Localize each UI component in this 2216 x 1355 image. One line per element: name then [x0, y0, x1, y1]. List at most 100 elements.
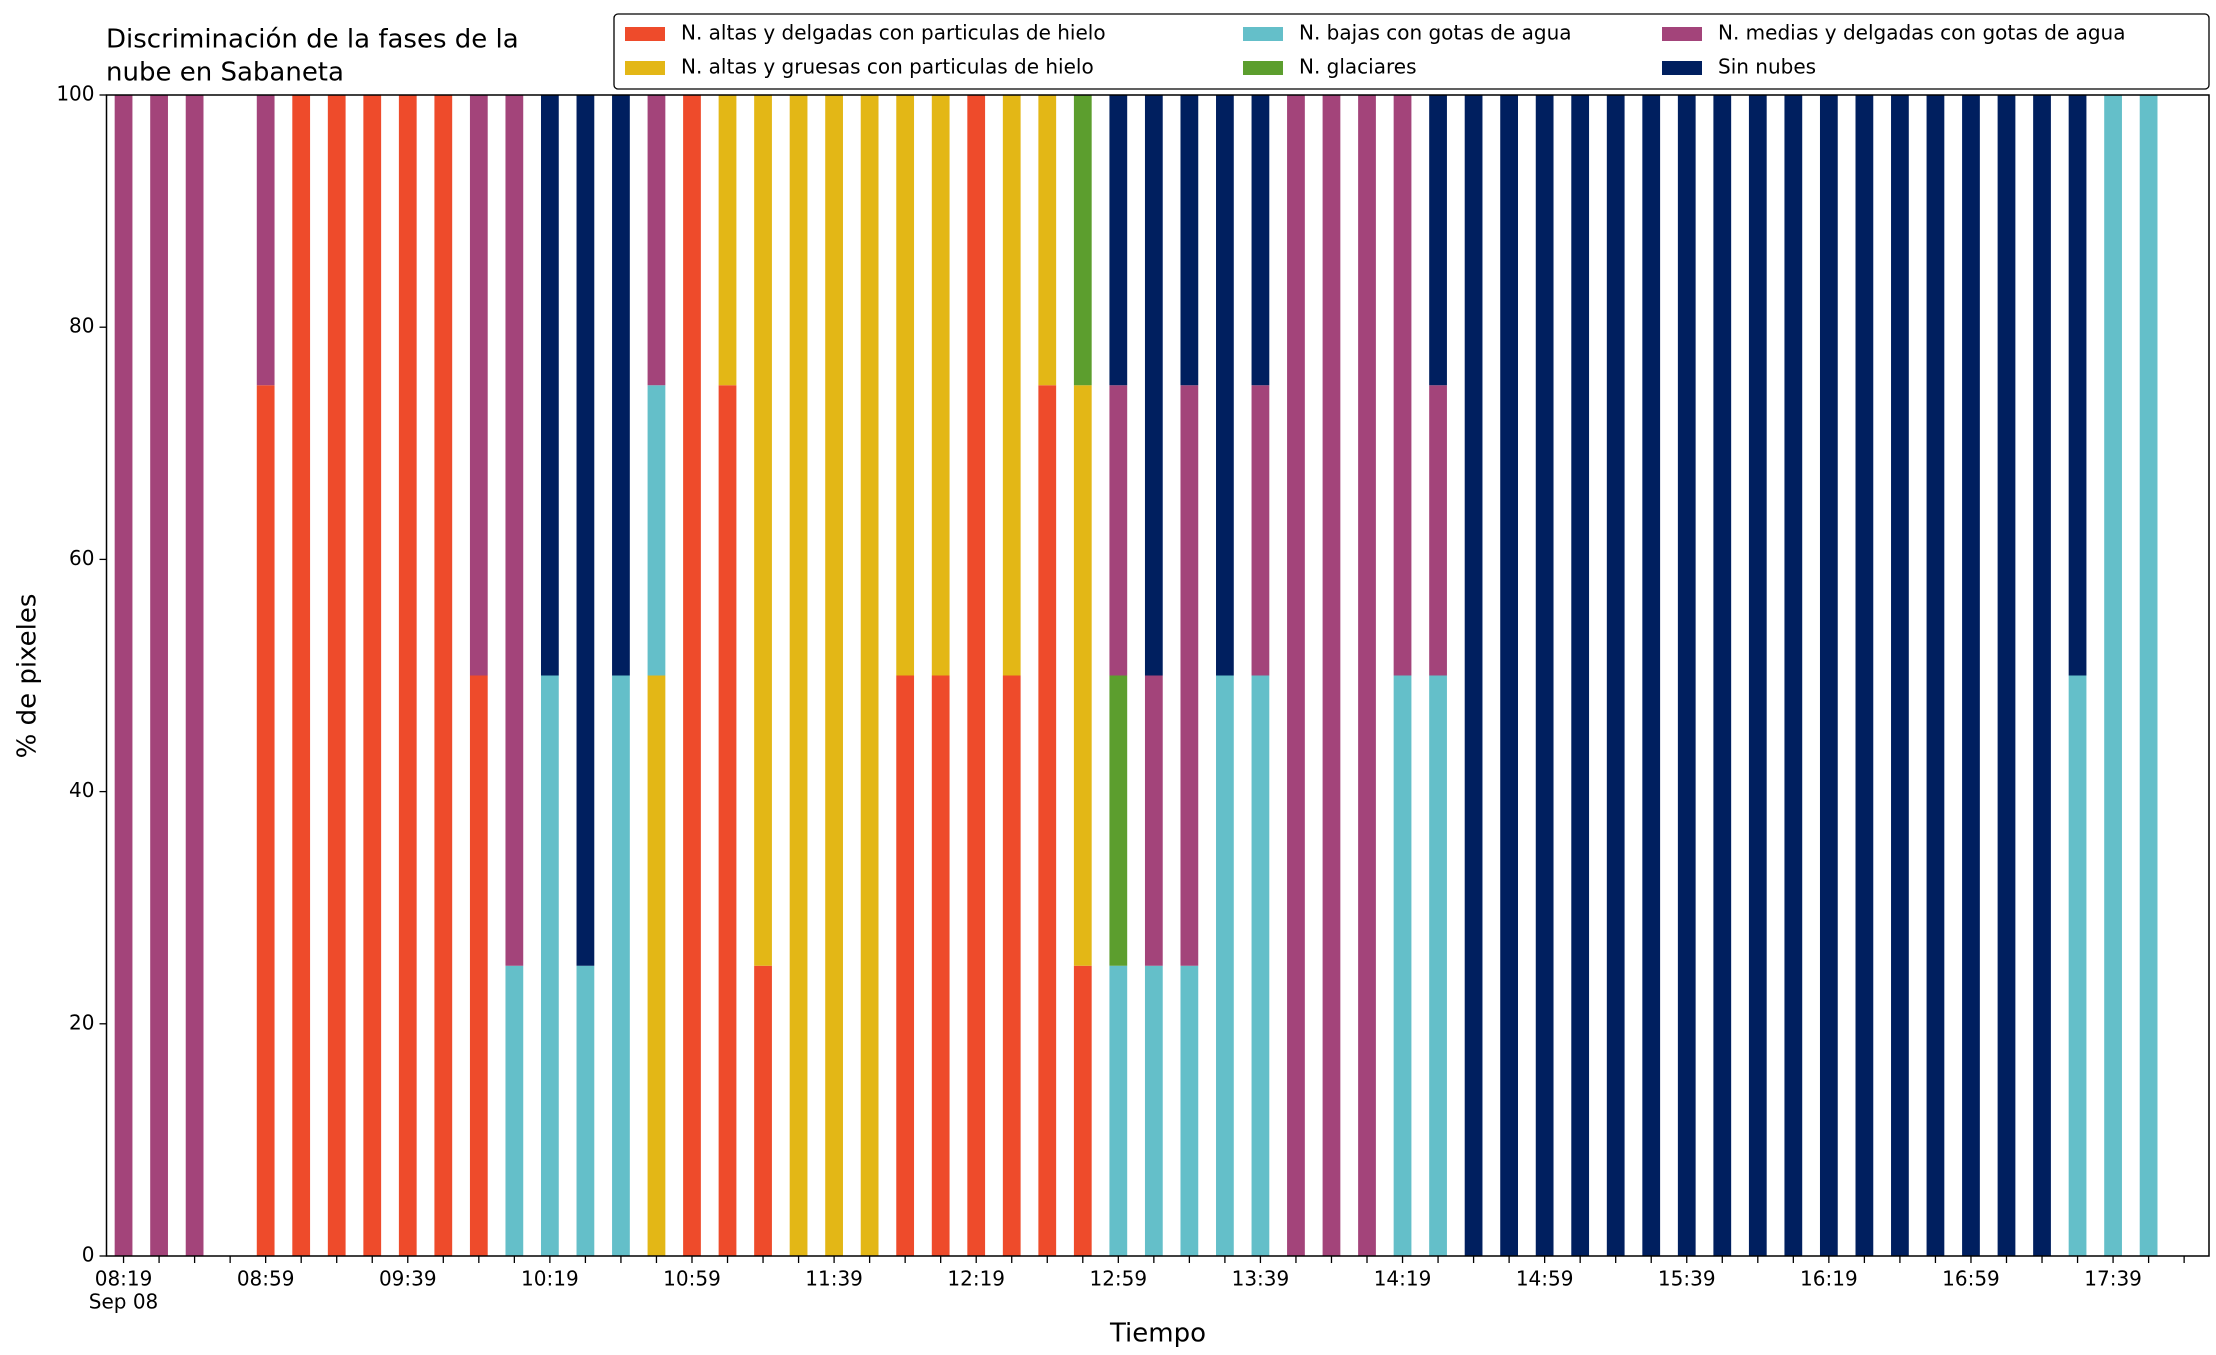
bar-segment — [931, 95, 950, 676]
bar-segment — [363, 95, 382, 1256]
bar-segment — [1144, 675, 1163, 966]
bar-segment — [1287, 95, 1305, 1256]
bar-segment — [1073, 95, 1092, 386]
plot-frame — [105, 94, 2210, 1257]
bar-segment — [1571, 95, 1590, 1256]
bar-segment — [576, 95, 595, 966]
bar-segment — [256, 385, 275, 1256]
legend-label: N. altas y delgadas con particulas de hi… — [681, 21, 1106, 45]
x-tick-label: 13:39 — [1232, 1267, 1290, 1291]
bar-segment — [1216, 95, 1234, 676]
bar-segment — [1748, 95, 1767, 1256]
y-tick-label: 60 — [69, 546, 94, 570]
bar-segment — [1038, 385, 1057, 1256]
bar-segment — [1002, 675, 1021, 1256]
bar-segment — [896, 675, 915, 1256]
bar-segment — [1144, 95, 1163, 676]
bar-segment — [505, 965, 524, 1256]
bar-segment — [469, 675, 488, 1256]
y-axis-label: % de pixeles — [13, 594, 43, 759]
x-tick-label: 11:39 — [805, 1267, 863, 1291]
bar-segment — [612, 95, 630, 676]
bar-segment — [256, 95, 275, 386]
bar-segment — [789, 95, 808, 1256]
bar-segment — [1500, 95, 1518, 1256]
bar-segment — [754, 95, 772, 966]
bar-segment — [1429, 675, 1447, 1256]
bar-segment — [718, 385, 737, 1256]
x-tick-label: 12:19 — [947, 1267, 1005, 1291]
chart-title: nube en Sabaneta — [106, 58, 344, 88]
x-sublabel: Sep 08 — [89, 1290, 159, 1314]
bar-segment — [185, 95, 204, 1256]
legend-swatch — [1662, 61, 1702, 75]
bar-segment — [647, 95, 666, 386]
bar-segment — [647, 385, 666, 676]
bar-segment — [1073, 385, 1092, 966]
y-tick-label: 0 — [82, 1243, 95, 1267]
bar-segment — [931, 675, 950, 1256]
legend-label: N. altas y gruesas con particulas de hie… — [681, 55, 1094, 79]
bar-segment — [754, 965, 772, 1256]
legend-label: Sin nubes — [1718, 55, 1816, 79]
bar-segment — [1109, 675, 1128, 966]
bar-segment — [1180, 95, 1199, 386]
bar-segment — [1926, 95, 1945, 1256]
bar-segment — [1358, 95, 1376, 1256]
bar-segment — [2033, 95, 2051, 1256]
bar-segment — [1180, 965, 1199, 1256]
bar-segment — [1322, 95, 1341, 1256]
bar-segment — [683, 95, 701, 1256]
legend-label: N. medias y delgadas con gotas de agua — [1718, 21, 2126, 45]
bar-segment — [1109, 95, 1128, 386]
x-tick-label: 14:59 — [1516, 1267, 1574, 1291]
x-tick-label: 08:19 — [95, 1267, 153, 1291]
x-tick-label: 12:59 — [1089, 1267, 1147, 1291]
bar-segment — [1962, 95, 1980, 1256]
bar-segment — [114, 95, 133, 1256]
bar-segment — [576, 965, 595, 1256]
bar-segment — [469, 95, 488, 676]
bar-segment — [1216, 675, 1234, 1256]
bar-segment — [1429, 385, 1447, 676]
legend-label: N. bajas con gotas de agua — [1299, 21, 1572, 45]
bar-segment — [718, 95, 737, 386]
bar-segment — [2068, 675, 2087, 1256]
bar-segment — [540, 95, 559, 676]
bar-segment — [505, 95, 524, 966]
bar-segment — [1393, 95, 1412, 676]
bar-segment — [1642, 95, 1661, 1256]
chart-title: Discriminación de la fases de la — [106, 25, 519, 55]
bar-segment — [1606, 95, 1625, 1256]
bar-segment — [1713, 95, 1732, 1256]
legend-box — [613, 13, 2210, 90]
y-tick-label: 40 — [69, 778, 94, 802]
x-tick-label: 08:59 — [237, 1267, 295, 1291]
x-tick-label: 09:39 — [379, 1267, 437, 1291]
x-tick-label: 10:59 — [663, 1267, 721, 1291]
bar-segment — [1073, 965, 1092, 1256]
bar-segment — [1677, 95, 1696, 1256]
legend-swatch — [1662, 27, 1702, 41]
bar-segment — [1002, 95, 1021, 676]
y-tick-label: 20 — [69, 1010, 94, 1034]
bar-segment — [1109, 385, 1128, 676]
bar-segment — [967, 95, 986, 1256]
x-tick-label: 10:19 — [521, 1267, 579, 1291]
x-tick-label: 17:39 — [2084, 1267, 2142, 1291]
bar-segment — [1109, 965, 1128, 1256]
legend-swatch — [625, 61, 665, 75]
bar-segment — [2104, 95, 2122, 1256]
bar-segment — [150, 95, 168, 1256]
x-axis-label: Tiempo — [1109, 1319, 1206, 1349]
bar-segment — [1997, 95, 2016, 1256]
bar-segment — [647, 675, 666, 1256]
bar-segment — [1784, 95, 1803, 1256]
bar-segment — [825, 95, 843, 1256]
y-tick-label: 80 — [69, 314, 94, 338]
legend-label: N. glaciares — [1299, 55, 1417, 79]
bar-segment — [327, 95, 346, 1256]
bar-segment — [2139, 95, 2158, 1256]
legend-swatch — [1243, 27, 1283, 41]
y-tick-label: 100 — [56, 82, 94, 106]
